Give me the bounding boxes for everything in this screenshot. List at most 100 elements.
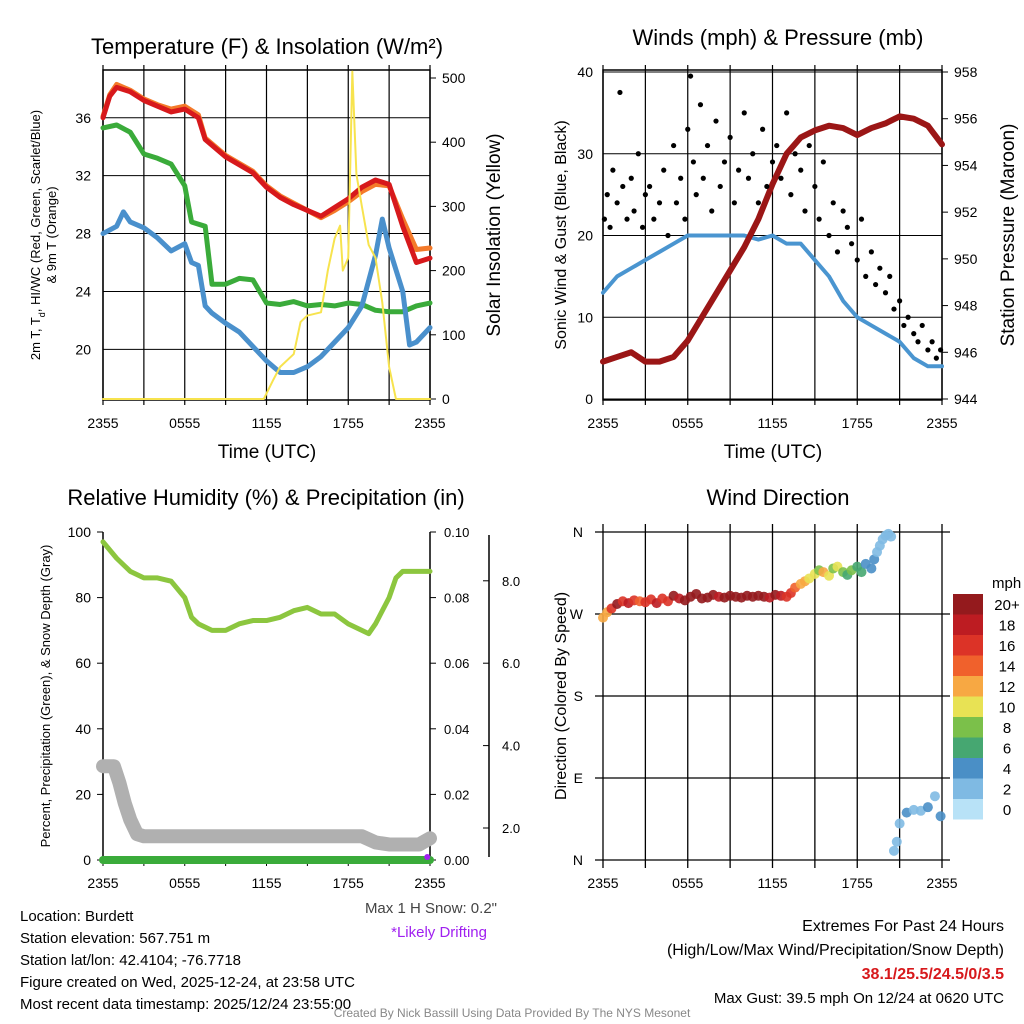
gust-point xyxy=(717,183,723,190)
recent-data-label: Most recent data timestamp: 2025/12/24 2… xyxy=(20,996,352,1013)
x-tick-label: 1155 xyxy=(251,875,281,891)
y-tick-label: 10 xyxy=(577,309,593,325)
legend-label: 18 xyxy=(999,618,1016,635)
y2-tick-label: 0.08 xyxy=(444,591,469,606)
subscript: d xyxy=(37,312,47,317)
latlon-label: Station lat/lon: 42.4104; -76.7718 xyxy=(20,952,242,969)
extremes-title: Extremes For Past 24 Hours xyxy=(802,918,1004,935)
y2-tick-label: 100 xyxy=(442,327,466,343)
y2-tick-label: 0 xyxy=(442,391,450,407)
gust-point xyxy=(933,355,939,361)
legend-title: mph xyxy=(992,575,1021,592)
gust-point xyxy=(849,241,855,247)
y-tick-label: 60 xyxy=(75,655,91,671)
chart-title: Temperature (F) & Insolation (W/m²) xyxy=(91,34,443,59)
y-tick-label: 0 xyxy=(83,852,91,868)
gust-point xyxy=(798,167,804,173)
gust-point xyxy=(700,175,706,181)
y2-tick-label: 200 xyxy=(442,263,466,279)
legend-swatch xyxy=(953,778,983,799)
direction-point xyxy=(888,845,899,856)
y2-tick-label: 400 xyxy=(442,134,466,150)
y2-tick-label: 500 xyxy=(442,70,466,86)
y2-tick-label: 948 xyxy=(954,298,978,314)
gust-point xyxy=(604,192,610,198)
y-tick-label: 30 xyxy=(577,146,593,162)
gust-point xyxy=(802,208,808,214)
legend-swatch xyxy=(953,614,983,635)
gust-point xyxy=(816,216,822,222)
gust-point xyxy=(784,110,790,116)
gust-point xyxy=(685,126,691,132)
gust-point xyxy=(709,208,715,214)
y-tick-label: 0 xyxy=(585,391,593,407)
gust-point xyxy=(671,142,677,149)
legend-swatch xyxy=(953,655,983,676)
gust-point xyxy=(834,249,841,255)
elevation-label: Station elevation: 567.751 m xyxy=(20,930,211,947)
y-tick-label: 36 xyxy=(75,110,91,126)
gust-point xyxy=(690,159,697,165)
x-tick-label: 1155 xyxy=(757,875,787,891)
gust-point xyxy=(601,216,608,222)
y2-tick-label: 0.02 xyxy=(444,787,469,802)
y2-axis-label: Solar Insolation (Yellow) xyxy=(484,133,505,336)
legend-label: 0 xyxy=(1003,802,1011,819)
series-rh xyxy=(100,539,433,637)
gust-point xyxy=(854,257,860,263)
gust-point xyxy=(812,183,818,190)
gust-point xyxy=(673,200,680,206)
legend-label: 8 xyxy=(1003,720,1011,737)
gust-point xyxy=(891,306,897,312)
y3-tick-label: 2.0 xyxy=(502,821,520,836)
y-axis-label: 2m T, Td, HI/WC (Red, Green, Scarlet/Blu… xyxy=(28,110,47,360)
legend-label: 10 xyxy=(999,700,1016,717)
x-tick-label: 1755 xyxy=(842,875,873,891)
series-wind-chill xyxy=(100,209,433,375)
x-tick-label: 0555 xyxy=(672,875,703,891)
y-tick-label: 100 xyxy=(68,524,92,540)
x-tick-label: 2355 xyxy=(414,875,445,891)
y2-tick-label: 300 xyxy=(442,198,466,214)
gust-point xyxy=(639,224,646,230)
gust-point xyxy=(624,216,630,222)
direction-point xyxy=(866,563,877,574)
gust-point xyxy=(863,273,869,279)
gust-point xyxy=(678,175,684,181)
legend-swatch xyxy=(953,696,983,717)
legend-label: 4 xyxy=(1003,761,1011,778)
gust-point xyxy=(873,281,879,288)
x-axis-label: Time (UTC) xyxy=(218,442,317,463)
gust-point xyxy=(647,183,653,190)
legend-label: 20+ xyxy=(994,597,1020,614)
legend-swatch xyxy=(953,717,983,738)
x-tick-label: 2355 xyxy=(587,415,618,431)
y3-tick-label: 6.0 xyxy=(502,656,520,671)
gust-point xyxy=(760,126,766,132)
y2-tick-label: 958 xyxy=(954,64,978,80)
direction-point xyxy=(891,836,902,847)
gust-point xyxy=(882,290,889,296)
gust-point xyxy=(704,142,711,149)
gust-point xyxy=(844,224,850,230)
gust-point xyxy=(887,273,893,279)
plot-frame xyxy=(602,69,943,401)
y2-tick-label: 0.04 xyxy=(444,722,469,737)
gust-point xyxy=(620,183,626,190)
y2-tick-label: 0.06 xyxy=(444,656,469,671)
y2-tick-label: 950 xyxy=(954,251,978,267)
direction-point xyxy=(856,567,867,578)
legend-swatch xyxy=(953,799,983,820)
x-tick-label: 0555 xyxy=(672,415,703,431)
gust-point xyxy=(628,175,634,181)
gust-point xyxy=(642,192,648,198)
y3-tick-label: 8.0 xyxy=(502,574,520,589)
x-tick-label: 2355 xyxy=(414,415,445,431)
y-tick-label: 20 xyxy=(577,228,593,244)
gust-point xyxy=(661,167,667,173)
x-tick-label: 2355 xyxy=(926,415,957,431)
gust-point xyxy=(631,208,637,214)
gust-point xyxy=(635,151,641,157)
y3-tick-label: 4.0 xyxy=(502,739,520,754)
gust-point xyxy=(687,73,694,79)
